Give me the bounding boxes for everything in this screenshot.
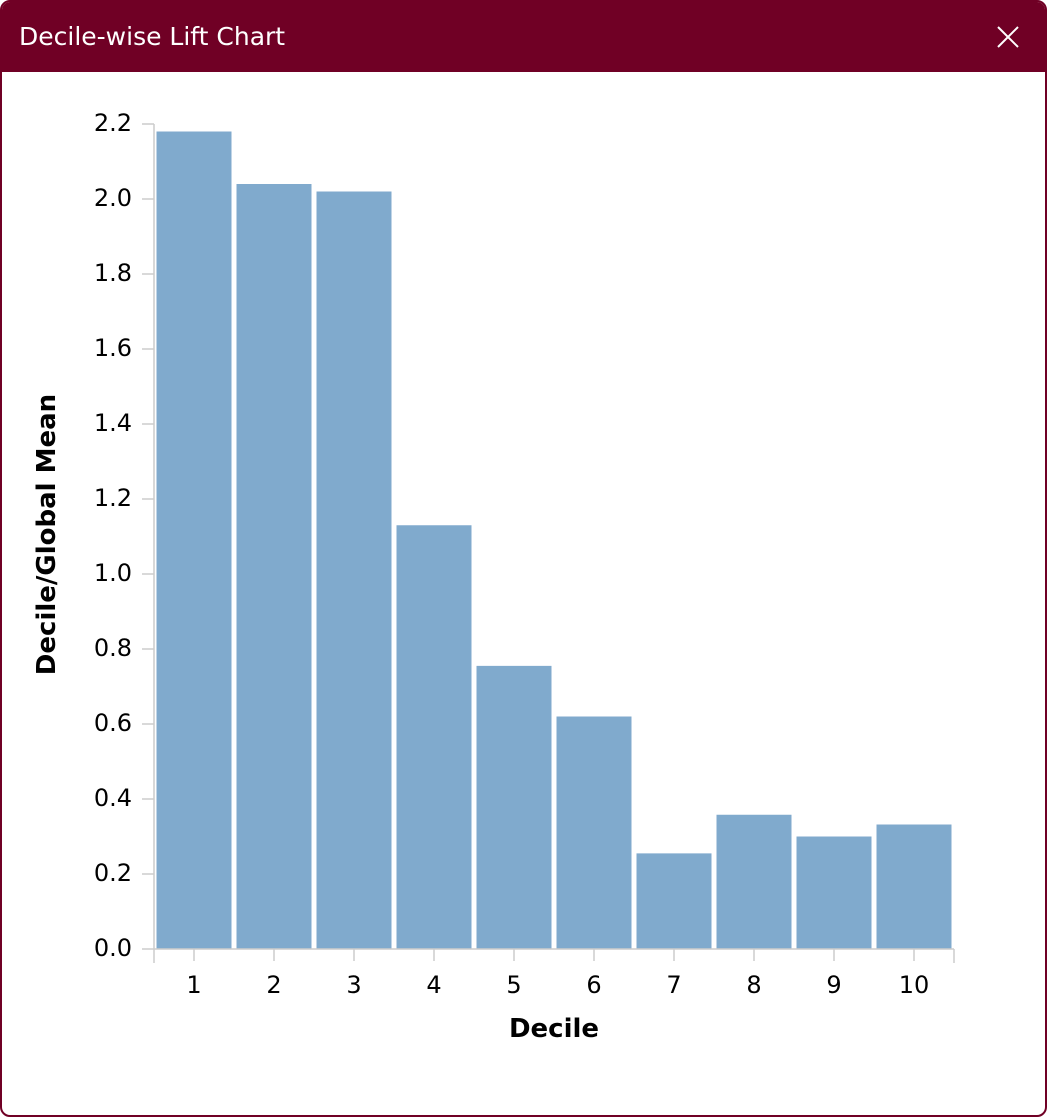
- bar-decile-4: [396, 525, 472, 949]
- close-button[interactable]: [985, 14, 1031, 60]
- bar-decile-9: [796, 836, 872, 949]
- y-tick-label: 2.0: [94, 184, 132, 212]
- bar-decile-7: [636, 853, 712, 949]
- title-bar: Decile-wise Lift Chart: [2, 2, 1045, 72]
- y-tick-label: 0.6: [94, 709, 132, 737]
- x-tick-label: 2: [266, 971, 281, 999]
- y-tick-label: 0.2: [94, 859, 132, 887]
- y-axis-title: Decile/Global Mean: [32, 394, 62, 675]
- dialog-title: Decile-wise Lift Chart: [19, 22, 286, 51]
- y-tick-label: 0.8: [94, 634, 132, 662]
- lift-chart: 0.0 0.2 0.4 0.6 0.8 1.0 1.2 1.4 1.6 1.8 2.0 2.2 1 2 3 4…: [32, 109, 955, 1044]
- bar-decile-8: [716, 814, 792, 949]
- bar-decile-1: [156, 131, 232, 949]
- x-tick-label: 6: [586, 971, 601, 999]
- y-tick-label: 1.0: [94, 559, 132, 587]
- x-tick-label: 4: [426, 971, 441, 999]
- bar-decile-3: [316, 191, 392, 949]
- x-tick-label: 8: [746, 971, 761, 999]
- y-tick-label: 2.2: [94, 109, 132, 137]
- y-tick-label: 1.2: [94, 484, 132, 512]
- x-tick-label: 3: [346, 971, 361, 999]
- y-tick-label: 1.8: [94, 259, 132, 287]
- y-tick-label: 1.4: [94, 409, 132, 437]
- chart-area: 0.0 0.2 0.4 0.6 0.8 1.0 1.2 1.4 1.6 1.8 2.0 2.2 1 2 3 4…: [2, 72, 1045, 1115]
- x-tick-label: 7: [666, 971, 681, 999]
- close-icon: [997, 26, 1019, 48]
- bar-decile-2: [236, 184, 312, 949]
- y-tick-label: 1.6: [94, 334, 132, 362]
- bar-decile-6: [556, 716, 632, 949]
- x-tick-label: 5: [506, 971, 521, 999]
- bar-decile-10: [876, 824, 952, 949]
- x-axis-title: Decile: [509, 1014, 599, 1044]
- y-tick-label: 0.4: [94, 784, 132, 812]
- x-tick-label: 9: [826, 971, 841, 999]
- y-tick-label: 0.0: [94, 934, 132, 962]
- bar-decile-5: [476, 665, 552, 949]
- x-tick-label: 10: [899, 971, 930, 999]
- x-tick-label: 1: [186, 971, 201, 999]
